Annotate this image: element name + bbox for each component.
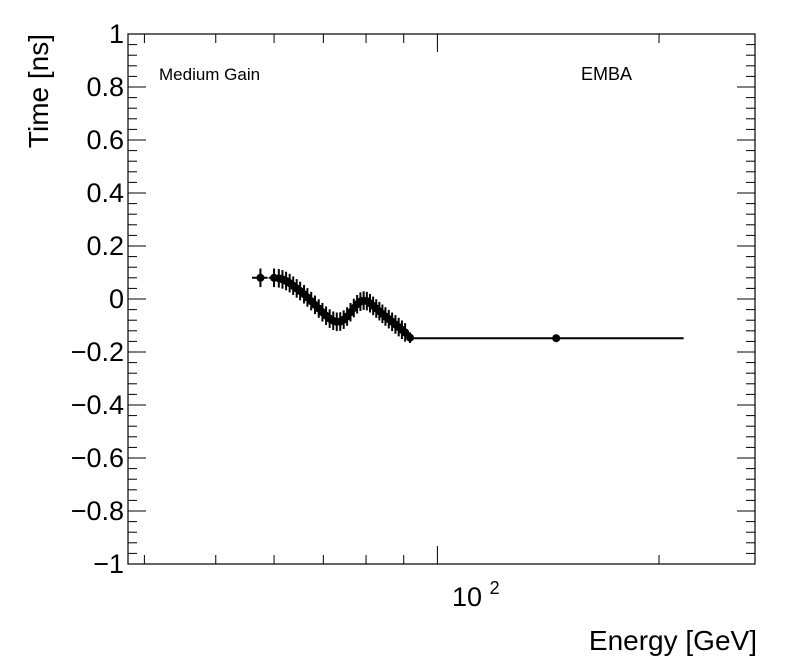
data-point: [406, 332, 415, 343]
y-tick-label: 0.4: [86, 178, 124, 208]
x-major-tick-exponent: 2: [490, 578, 500, 598]
x-major-tick-label: 10 2: [452, 578, 500, 612]
y-tick-label: −0.2: [71, 337, 124, 367]
y-tick-label: −1: [93, 549, 124, 579]
y-tick-label: −0.8: [71, 496, 124, 526]
axis-ticks: [128, 33, 755, 565]
y-tick-label: −0.4: [71, 390, 124, 420]
data-points: [251, 268, 684, 343]
y-tick-label: 0: [109, 284, 124, 314]
data-marker: [406, 333, 415, 342]
y-tick-label: −0.6: [71, 443, 124, 473]
y-axis-label: Time [ns]: [23, 34, 54, 148]
y-tick-labels: −1 −0.8 −0.6 −0.4 −0.2 0 0.2 0.4 0.6 0.8 1: [71, 19, 124, 579]
data-marker: [552, 334, 561, 343]
y-tick-label: 0.6: [86, 125, 124, 155]
data-marker: [256, 273, 265, 282]
annotation-partition: EMBA: [581, 64, 632, 84]
data-point: [401, 323, 410, 342]
data-point: [251, 268, 268, 288]
y-tick-label: 0.8: [86, 72, 124, 102]
annotation-gain: Medium Gain: [159, 65, 260, 84]
y-tick-label: 1: [109, 19, 124, 49]
x-major-tick-base: 10: [452, 582, 482, 612]
data-marker: [401, 328, 410, 337]
x-axis-label: Energy [GeV]: [589, 625, 757, 656]
y-tick-label: 0.2: [86, 231, 124, 261]
data-point: [412, 334, 684, 343]
frame: [127, 33, 756, 565]
